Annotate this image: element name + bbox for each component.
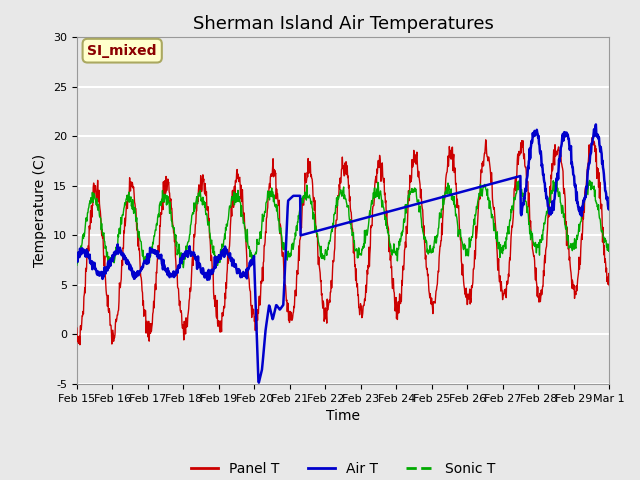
Y-axis label: Temperature (C): Temperature (C) — [33, 154, 47, 267]
Legend: Panel T, Air T, Sonic T: Panel T, Air T, Sonic T — [185, 456, 501, 480]
X-axis label: Time: Time — [326, 409, 360, 423]
Text: SI_mixed: SI_mixed — [88, 44, 157, 58]
Title: Sherman Island Air Temperatures: Sherman Island Air Temperatures — [193, 15, 493, 33]
